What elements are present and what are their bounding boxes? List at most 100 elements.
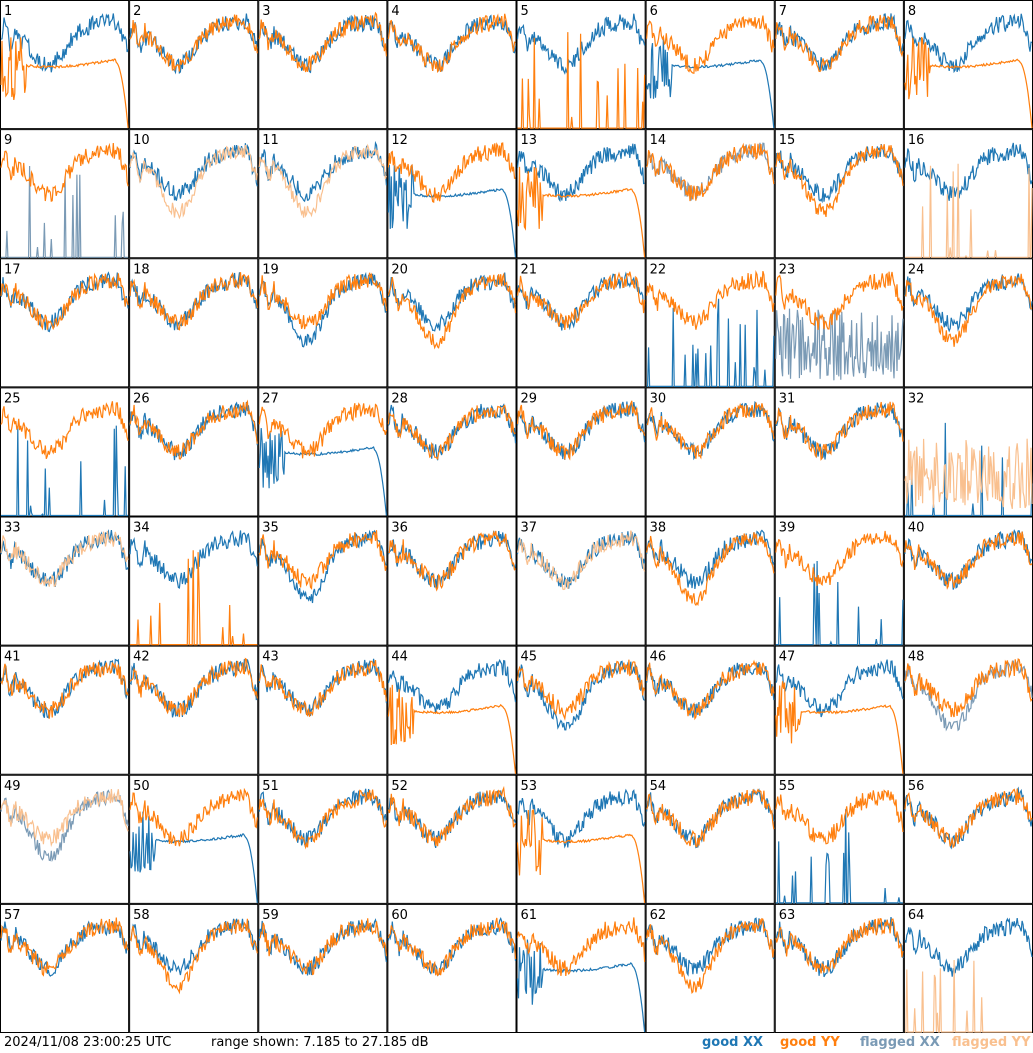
tile-frame <box>645 645 775 775</box>
yy-series-line <box>775 14 904 73</box>
antenna-tile-40: 40 <box>903 516 1033 646</box>
antenna-tile-11: 11 <box>258 129 388 259</box>
tile-frame <box>516 903 646 1033</box>
yy-series-line <box>387 404 516 461</box>
yy-series-line <box>775 144 904 217</box>
timestamp-label: 2024/11/08 23:00:25 UTC <box>4 1035 172 1050</box>
yy-series-line <box>775 530 904 586</box>
tile-number-label: 23 <box>779 262 796 277</box>
yy-series-line <box>904 36 1033 129</box>
legend-flagged-xx: flagged XX <box>860 1035 940 1050</box>
antenna-tile-58: 58 <box>129 903 259 1033</box>
xx-series-line <box>775 659 904 718</box>
tile-frame <box>903 774 1033 904</box>
tile-number-label: 1 <box>4 4 12 19</box>
antenna-tile-41: 41 <box>0 645 130 775</box>
footer-bar: 2024/11/08 23:00:25 UTC range shown: 7.1… <box>0 1033 1033 1053</box>
xx-series-line <box>516 143 645 203</box>
antenna-tile-35: 35 <box>258 516 388 646</box>
antenna-tile-29: 29 <box>516 387 646 517</box>
tile-number-label: 9 <box>4 133 12 148</box>
yy-series-line <box>646 402 775 460</box>
tile-number-label: 47 <box>779 650 796 665</box>
yy-series-line <box>387 142 516 204</box>
tile-number-label: 25 <box>4 391 21 406</box>
tile-number-label: 19 <box>262 262 279 277</box>
yy-series-line <box>0 401 129 460</box>
tile-number-label: 34 <box>133 521 150 536</box>
antenna-tile-4: 4 <box>387 0 517 130</box>
antenna-tile-60: 60 <box>387 903 517 1033</box>
antenna-tile-28: 28 <box>387 387 517 517</box>
yy-series-line <box>775 681 904 774</box>
xx-series-line <box>387 164 517 258</box>
yy-series-line <box>646 142 775 202</box>
tile-number-label: 4 <box>391 4 399 19</box>
antenna-tile-57: 57 <box>0 903 130 1033</box>
tile-number-label: 32 <box>908 391 925 406</box>
yy-series-line <box>258 789 387 850</box>
legend-good-yy: good YY <box>780 1035 840 1050</box>
tile-frame <box>387 903 517 1033</box>
tile-number-label: 64 <box>908 908 925 923</box>
antenna-tile-5: 5 <box>516 0 646 130</box>
tile-number-label: 26 <box>133 391 150 406</box>
yy-series-line <box>904 788 1033 849</box>
yy-series-line <box>0 788 129 848</box>
tile-number-label: 49 <box>4 779 21 794</box>
tile-frame <box>516 774 646 904</box>
xx-series-line <box>904 529 1033 590</box>
yy-series-line <box>904 438 1033 510</box>
tile-number-label: 61 <box>521 908 538 923</box>
xx-series-line <box>904 13 1033 74</box>
antenna-tile-20: 20 <box>387 258 517 388</box>
tile-number-label: 10 <box>133 133 150 148</box>
tile-number-label: 14 <box>650 133 667 148</box>
tile-number-label: 43 <box>262 650 279 665</box>
yy-series-line <box>516 917 646 976</box>
yy-series-line <box>387 684 517 774</box>
tile-number-label: 33 <box>4 521 21 536</box>
yy-series-line <box>516 530 646 591</box>
yy-series-line <box>775 917 904 974</box>
yy-series-line <box>258 143 387 218</box>
tile-number-label: 55 <box>779 779 796 794</box>
tile-number-label: 62 <box>650 908 667 923</box>
tile-number-label: 22 <box>650 262 667 277</box>
yy-series-line <box>387 272 517 350</box>
antenna-tile-39: 39 <box>774 516 904 646</box>
antenna-tile-64: 64 <box>903 903 1033 1033</box>
yy-series-line <box>387 917 517 977</box>
tile-number-label: 46 <box>650 650 667 665</box>
tile-number-label: 42 <box>133 650 150 665</box>
tile-number-label: 16 <box>908 133 925 148</box>
antenna-tile-18: 18 <box>129 258 259 388</box>
xx-series-line <box>387 14 517 72</box>
tile-number-label: 29 <box>521 391 538 406</box>
tile-number-label: 8 <box>908 4 916 19</box>
antenna-tile-22: 22 <box>645 258 775 388</box>
antenna-tile-36: 36 <box>387 516 517 646</box>
xx-series-line <box>516 660 645 731</box>
legend-good-xx: good XX <box>702 1035 764 1050</box>
tile-number-label: 63 <box>779 908 796 923</box>
tile-number-label: 3 <box>262 4 270 19</box>
xx-series-line <box>516 788 646 849</box>
tile-frame <box>387 516 517 646</box>
antenna-tile-30: 30 <box>645 387 775 517</box>
xx-series-line <box>775 809 903 904</box>
antenna-tile-25: 25 <box>0 387 130 517</box>
tile-number-label: 45 <box>521 650 538 665</box>
tile-number-label: 57 <box>4 908 21 923</box>
tile-number-label: 50 <box>133 779 150 794</box>
antenna-tile-15: 15 <box>774 129 904 259</box>
yy-series-line <box>775 401 904 461</box>
antenna-tile-44: 44 <box>387 645 517 775</box>
yy-series-line <box>129 918 258 995</box>
tile-frame <box>387 387 517 517</box>
range-label: range shown: 7.185 to 27.185 dB <box>211 1035 429 1050</box>
yy-series-line <box>258 530 387 590</box>
tile-number-label: 31 <box>779 391 796 406</box>
xx-series-line <box>258 529 387 604</box>
